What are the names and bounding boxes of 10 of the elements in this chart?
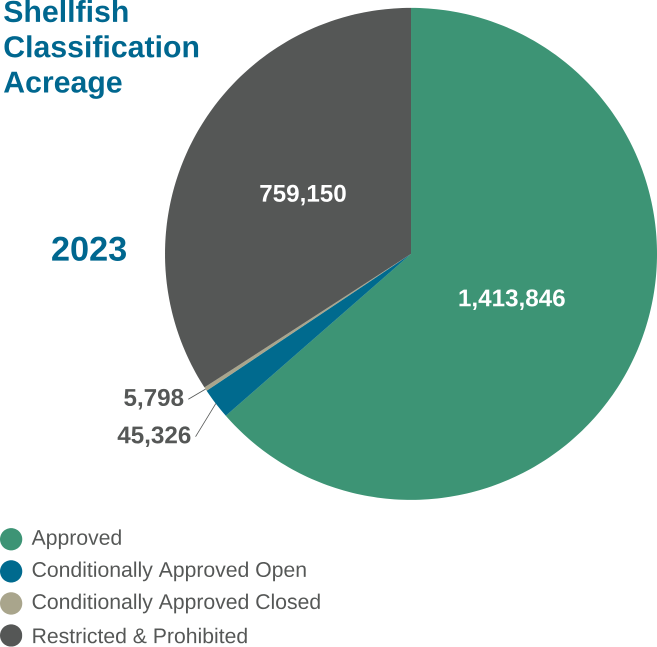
- legend-label: Approved: [32, 530, 121, 550]
- text: 2023: [52, 236, 126, 262]
- data-label: 5,798: [124, 389, 184, 410]
- legend-label: Conditionally Approved Closed: [32, 594, 320, 614]
- legend-label: Restricted & Prohibited: [33, 628, 247, 644]
- legend-label: Conditionally Approved Open: [32, 562, 306, 582]
- data-label: 1,413,846: [459, 289, 565, 310]
- data-label: 45,326: [118, 426, 190, 448]
- data-label: 759,150: [260, 184, 346, 206]
- text: Shellfish Classification Acreage: [4, 0, 198, 100]
